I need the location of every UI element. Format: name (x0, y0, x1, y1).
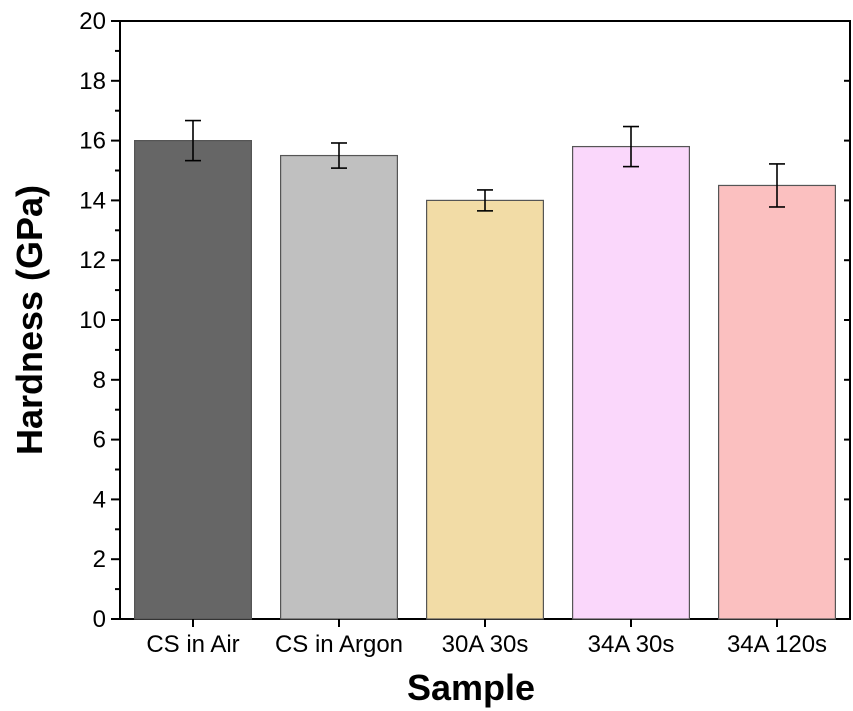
error-bars-layer (185, 119, 785, 212)
y-axis-title: Hardness (GPa) (9, 185, 50, 455)
y-tick-label: 8 (93, 367, 106, 394)
y-tick-label: 4 (93, 486, 106, 513)
bar-34a-30s (571, 145, 690, 620)
y-tick-label: 10 (79, 307, 106, 334)
y-tick-label: 6 (93, 427, 106, 454)
x-tick-label: CS in Air (146, 631, 239, 658)
x-tick-label: CS in Argon (275, 631, 403, 658)
bar-cs-in-argon (280, 154, 399, 620)
y-tick-label: 16 (79, 128, 106, 155)
x-tick-label: 30A 30s (442, 631, 529, 658)
y-tick-label: 0 (93, 606, 106, 633)
x-tick-label: 34A 120s (727, 631, 827, 658)
y-tick-label: 14 (79, 187, 106, 214)
bar-cs-in-air (134, 140, 253, 620)
bar-30a-30s (426, 199, 545, 620)
y-axis: 0 2 4 6 8 10 12 14 16 18 20 (79, 8, 850, 633)
y-tick-label: 2 (93, 546, 106, 573)
x-axis-title: Sample (407, 667, 535, 708)
bar-34a-120s (717, 184, 836, 620)
x-axis: CS in Air CS in Argon 30A 30s 34A 30s 34A 12… (146, 619, 827, 658)
y-tick-label: 12 (79, 247, 106, 274)
y-tick-label: 18 (79, 68, 106, 95)
bars-layer (134, 140, 836, 620)
x-tick-label: 34A 30s (588, 631, 675, 658)
y-tick-label: 20 (79, 8, 106, 35)
